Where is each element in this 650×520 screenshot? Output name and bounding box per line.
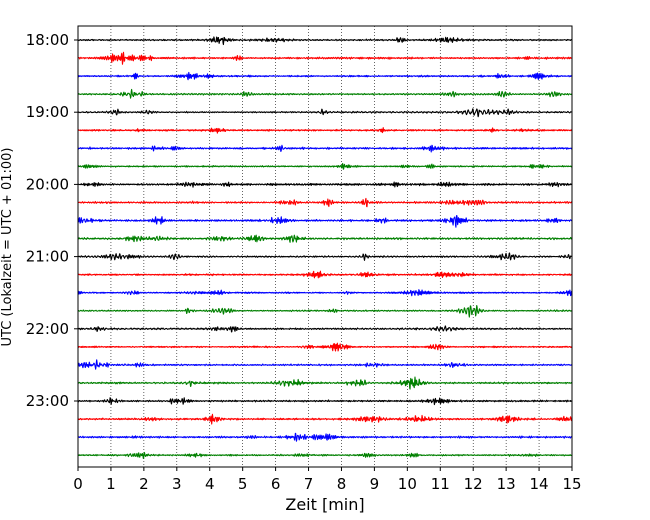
x-axis-label: Zeit [min] (285, 495, 364, 514)
trace-line (77, 36, 573, 46)
x-tick-label: 10 (398, 475, 417, 493)
trace-line (77, 376, 573, 390)
trace-line (77, 325, 573, 333)
x-tick-label: 7 (304, 475, 314, 493)
x-tick-label: 14 (530, 475, 549, 493)
x-tick-label: 1 (106, 475, 116, 493)
x-tick-label: 12 (464, 475, 483, 493)
trace-line (77, 413, 573, 425)
x-tick-label: 0 (73, 475, 83, 493)
trace-line (77, 451, 573, 459)
trace-line (77, 234, 573, 243)
trace-line (77, 304, 573, 318)
trace-line (77, 359, 573, 370)
x-tick-label: 11 (431, 475, 450, 493)
trace-line (77, 51, 573, 65)
trace-line (77, 162, 573, 170)
y-tick-label: 18:00 (26, 31, 69, 49)
trace-line (77, 144, 573, 153)
trace-line (77, 252, 573, 261)
y-tick-label: 19:00 (26, 103, 69, 121)
y-axis-ticks: 18:00 19:00 20:00 21:00 22:00 23:00 (26, 31, 78, 410)
y-tick-label: 23:00 (26, 392, 69, 410)
y-tick-label: 22:00 (26, 320, 69, 338)
trace-line (77, 108, 573, 118)
x-tick-label: 5 (238, 475, 248, 493)
x-tick-label: 8 (337, 475, 347, 493)
y-axis-label: UTC (Lokalzeit = UTC + 01:00) (0, 148, 15, 347)
x-tick-label: 2 (139, 475, 149, 493)
plot-frame (77, 25, 573, 468)
y-tick-label: 20:00 (26, 175, 69, 193)
trace-line (77, 342, 573, 352)
trace-line (77, 397, 573, 406)
trace-line (77, 88, 573, 99)
x-tick-label: 3 (172, 475, 182, 493)
x-tick-label: 15 (562, 475, 581, 493)
x-tick-label: 4 (205, 475, 215, 493)
x-tick-label: 9 (370, 475, 380, 493)
trace-line (77, 197, 573, 208)
trace-line (77, 289, 573, 297)
trace-line (77, 127, 573, 134)
x-axis-ticks: 0 1 2 3 4 5 6 7 8 9 10 11 12 13 14 15 (73, 467, 582, 493)
trace-line (77, 214, 573, 228)
trace-line (77, 181, 573, 188)
x-tick-label: 13 (497, 475, 516, 493)
seismic-traces (77, 36, 573, 459)
trace-line (77, 432, 573, 442)
trace-line (77, 71, 573, 81)
trace-line (77, 270, 573, 279)
x-tick-label: 6 (271, 475, 281, 493)
y-tick-label: 21:00 (26, 248, 69, 266)
